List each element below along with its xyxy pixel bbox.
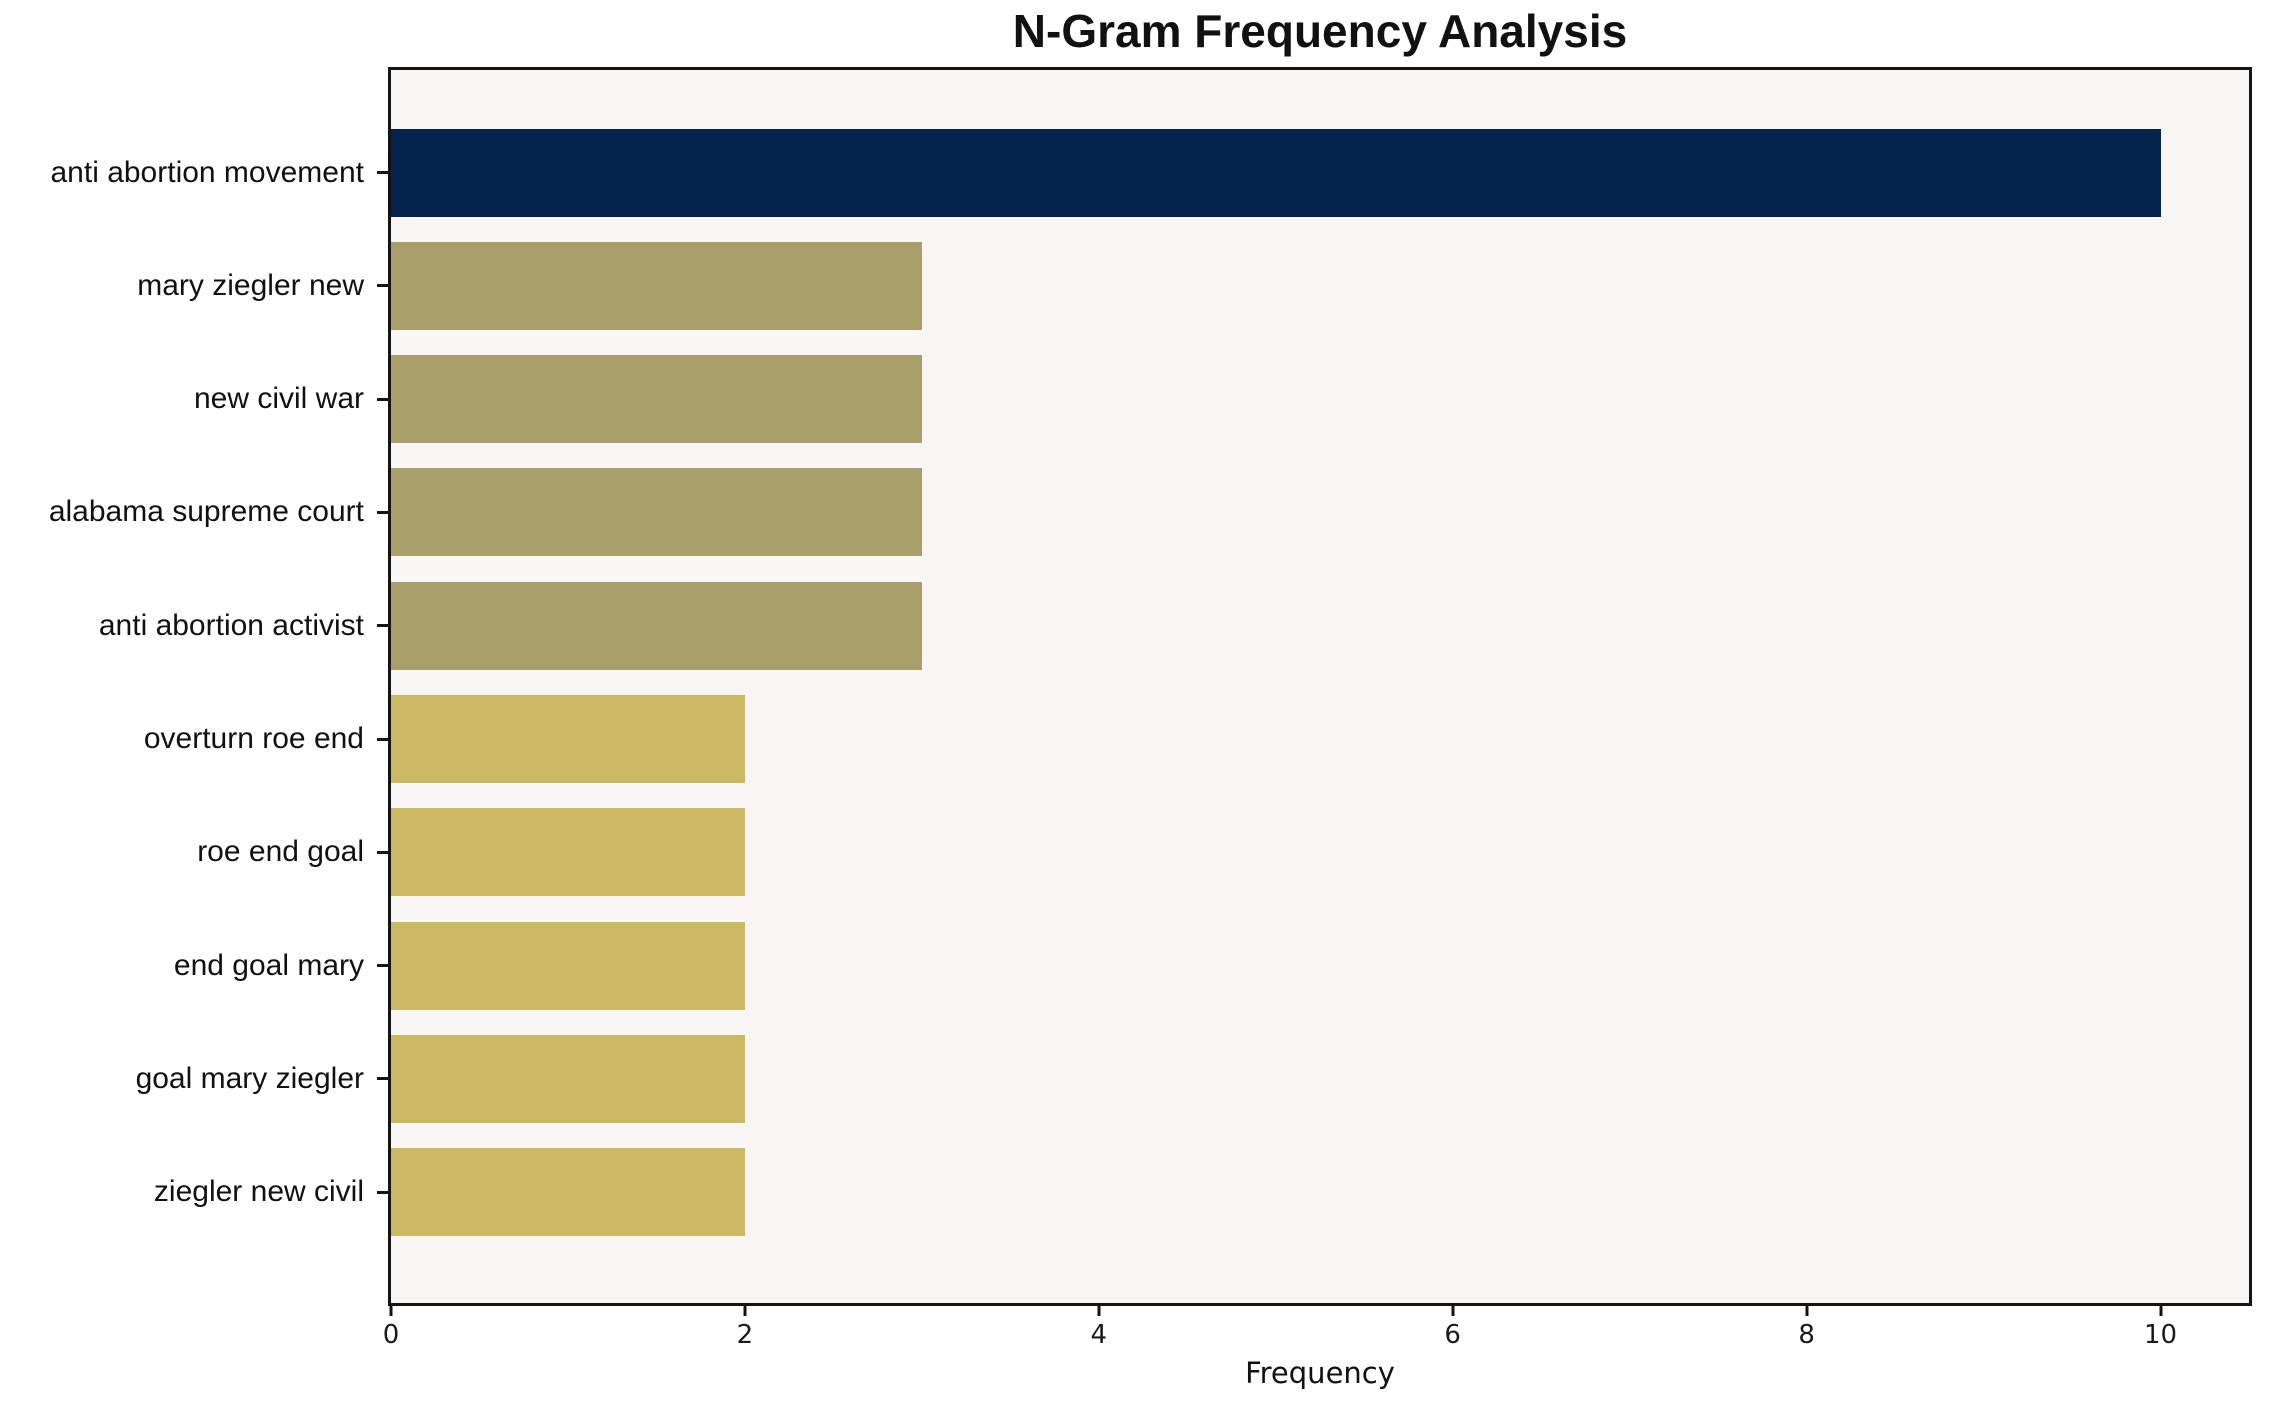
y-tick-label: roe end goal (197, 835, 364, 869)
x-tick-mark (1805, 1303, 1809, 1316)
bar (391, 1148, 745, 1237)
x-tick-label: 6 (1444, 1320, 1461, 1350)
y-tick-label: ziegler new civil (153, 1175, 364, 1209)
x-tick-label: 8 (1798, 1320, 1815, 1350)
y-tick-label: end goal mary (173, 948, 364, 982)
bar (391, 241, 922, 330)
y-tick-mark (377, 964, 388, 968)
bar (391, 355, 922, 444)
x-tick-mark (389, 1303, 393, 1316)
x-tick-mark (743, 1303, 747, 1316)
plot-area: 0 2 4 6 8 10 (383, 67, 2252, 1350)
x-tick-label: 4 (1090, 1320, 1108, 1350)
x-tick-mark (2159, 1303, 2163, 1316)
y-tick-mark (377, 850, 388, 854)
y-tick-mark (377, 1190, 388, 1194)
y-tick-label: alabama supreme court (48, 495, 364, 529)
x-tick-label: 0 (382, 1320, 400, 1350)
bar (391, 921, 745, 1010)
x-tick-label: 10 (2143, 1320, 2178, 1350)
bar (391, 581, 922, 670)
y-tick-mark (377, 397, 388, 401)
y-tick-label: anti abortion activist (98, 608, 364, 642)
y-tick-mark (377, 284, 388, 288)
chart-title: N-Gram Frequency Analysis (1012, 5, 1628, 57)
bar (391, 808, 745, 897)
y-tick-label: mary ziegler new (137, 268, 364, 302)
x-tick-label: 2 (736, 1320, 754, 1350)
x-tick-mark (1451, 1303, 1455, 1316)
y-axis: anti abortion movement mary ziegler new ne… (0, 70, 388, 1303)
bar (391, 1034, 745, 1123)
y-tick-mark (377, 1077, 388, 1081)
y-tick-mark (377, 510, 388, 514)
bar (391, 695, 745, 783)
x-tick-mark (1097, 1303, 1101, 1316)
y-tick-label: overturn roe end (143, 722, 364, 755)
x-axis-label: Frequency (1245, 1356, 1395, 1390)
bar (391, 468, 922, 557)
y-tick-label: goal mary ziegler (135, 1061, 364, 1095)
y-tick-label: anti abortion movement (50, 155, 364, 189)
y-tick-mark (377, 624, 388, 628)
y-tick-mark (377, 737, 388, 741)
y-tick-mark (377, 171, 388, 174)
y-tick-label: new civil war (193, 382, 364, 416)
bar (391, 128, 2161, 217)
